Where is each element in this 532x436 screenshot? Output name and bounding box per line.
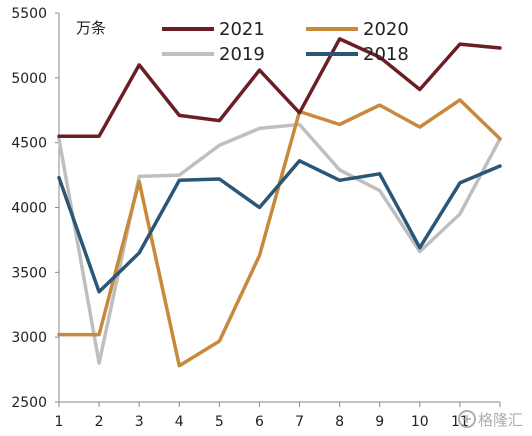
series-line-2019: [57, 122, 502, 365]
series-line-2018: [57, 159, 502, 294]
legend-label-2019: 2019: [219, 44, 265, 65]
legend: 2021 2020 2019 2018: [162, 19, 409, 65]
legend-label-2018: 2018: [363, 44, 409, 65]
series-line-2020: [57, 98, 502, 368]
x-tick-label: 9: [375, 414, 384, 430]
y-tick-label: 5000: [11, 71, 47, 87]
watermark-logo-icon: [458, 410, 476, 428]
series-line-2021: [57, 37, 502, 138]
series-lines: [57, 37, 502, 368]
y-tick-label: 4500: [11, 136, 47, 152]
y-tick-label: 2500: [11, 395, 47, 411]
y-tick-label: 3000: [11, 330, 47, 346]
x-tick-label: 8: [335, 414, 344, 430]
y-tick-label: 3500: [11, 265, 47, 281]
x-tick-label: 10: [411, 414, 429, 430]
x-axis-ticks: 1 2 3 4 5 6 7 8 9 10 11: [55, 402, 501, 430]
x-tick-label: 7: [295, 414, 304, 430]
y-unit-label: 万条: [76, 19, 106, 37]
x-tick-label: 4: [175, 414, 184, 430]
legend-label-2020: 2020: [363, 19, 409, 40]
watermark-text: 格隆汇: [478, 411, 523, 429]
x-tick-label: 3: [135, 414, 144, 430]
legend-label-2021: 2021: [219, 19, 265, 40]
x-tick-label: 2: [95, 414, 104, 430]
x-tick-label: 1: [55, 414, 64, 430]
y-tick-label: 5500: [11, 6, 47, 22]
x-tick-label: 6: [255, 414, 264, 430]
watermark: 格隆汇: [458, 410, 523, 429]
y-tick-label: 4000: [11, 201, 47, 217]
y-axis-ticks: 2500 3000 3500 4000 4500 5000 5500: [11, 6, 59, 411]
x-tick-label: 5: [215, 414, 224, 430]
